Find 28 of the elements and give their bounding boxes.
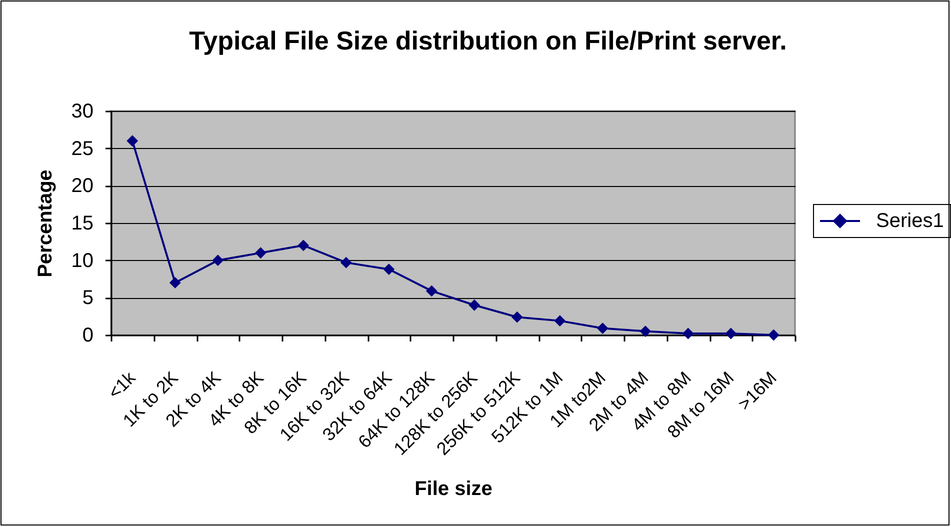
point bbox=[298, 240, 310, 252]
y-tick-label: 5 bbox=[82, 287, 94, 310]
y-tick-label: 25 bbox=[71, 138, 94, 160]
point bbox=[169, 277, 181, 288]
chart-title: Typical File Size distribution on File/Print server. bbox=[189, 26, 787, 56]
point bbox=[340, 256, 352, 268]
x-axis-title: File size bbox=[414, 478, 492, 500]
y-axis-title: Percentage bbox=[34, 170, 56, 278]
point bbox=[468, 299, 480, 311]
point bbox=[126, 135, 138, 147]
point bbox=[212, 254, 224, 266]
point bbox=[511, 311, 523, 323]
y-tick-label: 15 bbox=[71, 212, 94, 234]
point bbox=[554, 315, 566, 327]
point bbox=[596, 322, 608, 334]
legend-label: Series1 bbox=[876, 210, 944, 232]
point bbox=[254, 247, 266, 259]
point bbox=[640, 326, 652, 337]
point bbox=[426, 285, 438, 297]
point bbox=[768, 329, 780, 341]
y-tick-label: 0 bbox=[82, 324, 94, 346]
point bbox=[682, 328, 694, 340]
y-tick-label: 30 bbox=[71, 100, 94, 122]
point bbox=[383, 264, 395, 275]
y-tick-label: 20 bbox=[71, 175, 94, 198]
x-tick-label: <1k bbox=[104, 367, 140, 403]
y-tick-label: 10 bbox=[71, 250, 94, 272]
point bbox=[725, 328, 737, 340]
